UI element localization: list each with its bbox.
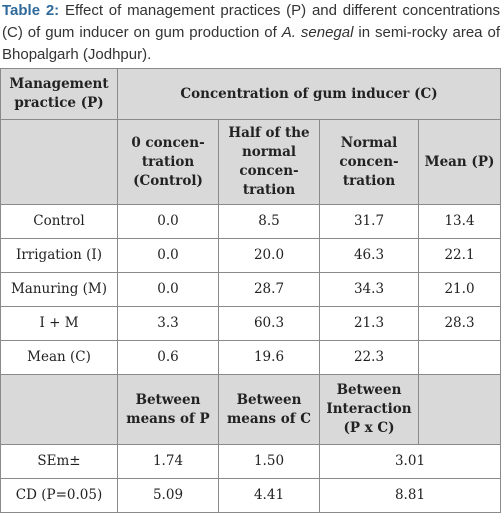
stats-row: SEm± 1.74 1.50 3.01 [0, 444, 501, 479]
row-label: Control [0, 204, 118, 239]
table-row: Control 0.0 8.5 31.7 13.4 [0, 204, 501, 239]
species-name: A. senegal [281, 24, 354, 41]
cell-zero-concentration: 3.3 [117, 306, 219, 341]
header-concentration: Concentration of gum inducer (C) [116, 68, 501, 120]
cell-half-concentration: 28.7 [218, 272, 320, 307]
stats-row: CD (P=0.05) 5.09 4.41 8.81 [0, 478, 501, 513]
cell-half-concentration: 20.0 [218, 238, 320, 273]
row-label: Manuring (M) [0, 272, 118, 307]
cell-half-concentration: 19.6 [218, 340, 320, 375]
stats-header-empty-right [417, 374, 501, 445]
header-zero-concentration: 0 concen-tration (Control) [117, 119, 219, 205]
header-between-p: Between means of P [117, 374, 219, 445]
stats-between-c: 4.41 [218, 478, 320, 513]
stats-label: SEm± [0, 444, 118, 479]
stats-between-interaction: 3.01 [318, 444, 501, 479]
row-label: Irrigation (I) [0, 238, 118, 273]
stats-header-empty [0, 374, 118, 445]
cell-zero-concentration: 0.0 [117, 204, 219, 239]
stats-between-c: 1.50 [218, 444, 320, 479]
cell-mean-p: 28.3 [417, 306, 501, 341]
stats-between-interaction: 8.81 [318, 478, 501, 513]
cell-mean-p [417, 340, 501, 375]
stats-header-row: Between means of P Between means of C Be… [0, 374, 501, 445]
cell-half-concentration: 60.3 [218, 306, 320, 341]
cell-half-concentration: 8.5 [218, 204, 320, 239]
table-row: I + M 3.3 60.3 21.3 28.3 [0, 306, 501, 341]
row-label: Mean (C) [0, 340, 118, 375]
header-management-practice: Management practice (P) [0, 68, 118, 120]
stats-between-p: 1.74 [117, 444, 219, 479]
gum-production-table: Management practice (P) Concentration of… [0, 68, 501, 513]
caption-text: Effect of management practices (P) and d… [2, 2, 500, 41]
cell-normal-concentration: 21.3 [319, 306, 419, 341]
table-row-mean-c: Mean (C) 0.6 19.6 22.3 [0, 340, 501, 375]
table-row: Manuring (M) 0.0 28.7 34.3 21.0 [0, 272, 501, 307]
header-between-c: Between means of C [218, 374, 320, 445]
header-between-interaction: Between Interaction (P x C) [319, 374, 419, 445]
stats-between-p: 5.09 [117, 478, 219, 513]
cell-normal-concentration: 46.3 [319, 238, 419, 273]
header-half-concentration: Half of the normal concen-tration [218, 119, 320, 205]
header-empty-cell [0, 119, 118, 205]
caption-text-end: in semi-rocky area of Bhopalgarh (Jodhpu… [2, 24, 500, 63]
row-label: I + M [0, 306, 118, 341]
table-header-row: Management practice (P) Concentration of… [0, 68, 501, 120]
header-normal-concentration: Normal concen-tration [319, 119, 419, 205]
cell-zero-concentration: 0.0 [117, 238, 219, 273]
cell-zero-concentration: 0.0 [117, 272, 219, 307]
cell-normal-concentration: 22.3 [319, 340, 419, 375]
cell-mean-p: 22.1 [417, 238, 501, 273]
table-subheader-row: 0 concen-tration (Control) Half of the n… [0, 119, 501, 205]
table-row: Irrigation (I) 0.0 20.0 46.3 22.1 [0, 238, 501, 273]
cell-mean-p: 21.0 [417, 272, 501, 307]
header-mean-p: Mean (P) [417, 119, 501, 205]
cell-normal-concentration: 34.3 [319, 272, 419, 307]
cell-mean-p: 13.4 [417, 204, 501, 239]
stats-label: CD (P=0.05) [0, 478, 118, 513]
table-label: Table 2: [2, 2, 60, 19]
table-caption: Table 2: Effect of management practices … [2, 0, 500, 66]
cell-normal-concentration: 31.7 [319, 204, 419, 239]
cell-zero-concentration: 0.6 [117, 340, 219, 375]
